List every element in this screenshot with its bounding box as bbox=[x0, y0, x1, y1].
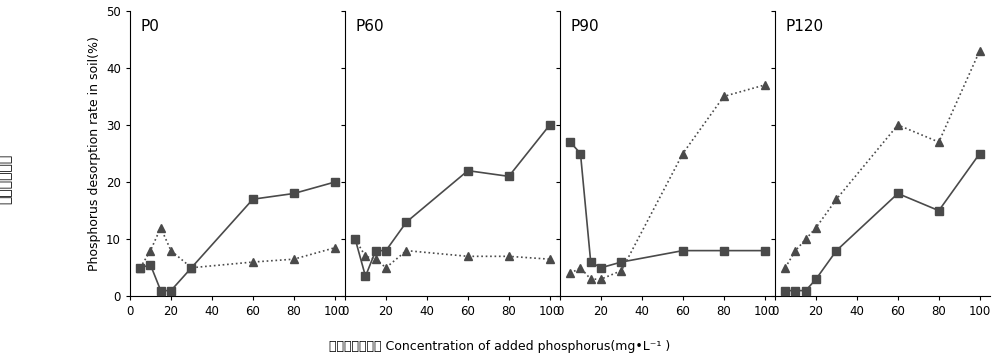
Text: P90: P90 bbox=[571, 19, 599, 34]
Text: P120: P120 bbox=[786, 19, 824, 34]
MM bbox=[810, 226, 822, 230]
IM bbox=[462, 169, 474, 173]
MM bbox=[677, 151, 689, 156]
IM bbox=[564, 140, 576, 144]
IM bbox=[359, 274, 371, 278]
IM bbox=[974, 151, 986, 156]
IM bbox=[779, 288, 791, 293]
MM bbox=[288, 257, 300, 261]
IM bbox=[585, 260, 597, 264]
IM bbox=[595, 266, 607, 270]
MM bbox=[892, 123, 904, 127]
Line: MM: MM bbox=[136, 223, 339, 272]
MM bbox=[779, 266, 791, 270]
Line: MM: MM bbox=[351, 235, 554, 272]
MM bbox=[564, 271, 576, 276]
Line: IM: IM bbox=[781, 149, 984, 295]
MM bbox=[503, 254, 515, 258]
IM bbox=[615, 260, 627, 264]
IM bbox=[789, 288, 801, 293]
Text: P60: P60 bbox=[356, 19, 384, 34]
MM bbox=[585, 277, 597, 281]
IM bbox=[185, 266, 197, 270]
MM bbox=[974, 49, 986, 53]
MM bbox=[329, 246, 341, 250]
MM bbox=[185, 266, 197, 270]
MM bbox=[759, 83, 771, 87]
MM bbox=[615, 268, 627, 273]
MM bbox=[144, 248, 156, 253]
IM bbox=[718, 248, 730, 253]
Y-axis label: Phosphorus desorption rate in soil(%): Phosphorus desorption rate in soil(%) bbox=[88, 36, 101, 271]
MM bbox=[718, 94, 730, 99]
MM bbox=[830, 197, 842, 201]
MM bbox=[155, 226, 167, 230]
IM bbox=[677, 248, 689, 253]
MM bbox=[574, 266, 586, 270]
MM bbox=[349, 237, 361, 241]
IM bbox=[380, 248, 392, 253]
IM bbox=[288, 191, 300, 196]
IM bbox=[933, 208, 945, 213]
IM bbox=[329, 180, 341, 184]
MM bbox=[789, 248, 801, 253]
MM bbox=[544, 257, 556, 261]
MM bbox=[359, 254, 371, 258]
Text: P0: P0 bbox=[141, 19, 160, 34]
Text: 加入磷质量浓度 Concentration of added phosphorus(mg•L⁻¹ ): 加入磷质量浓度 Concentration of added phosphoru… bbox=[329, 341, 671, 353]
IM bbox=[155, 288, 167, 293]
IM bbox=[574, 151, 586, 156]
Line: MM: MM bbox=[781, 46, 984, 272]
Legend: MM, IM: MM, IM bbox=[504, 17, 564, 52]
IM bbox=[830, 248, 842, 253]
IM bbox=[247, 197, 259, 201]
MM bbox=[134, 266, 146, 270]
MM bbox=[380, 266, 392, 270]
IM bbox=[370, 248, 382, 253]
MM bbox=[595, 277, 607, 281]
IM bbox=[349, 237, 361, 241]
IM bbox=[165, 288, 177, 293]
IM bbox=[800, 288, 812, 293]
MM bbox=[400, 248, 412, 253]
Text: 土壤磷吸吸率: 土壤磷吸吸率 bbox=[0, 154, 12, 203]
MM bbox=[370, 257, 382, 261]
IM bbox=[134, 266, 146, 270]
IM bbox=[503, 174, 515, 178]
MM bbox=[462, 254, 474, 258]
IM bbox=[759, 248, 771, 253]
Line: IM: IM bbox=[566, 138, 769, 272]
Line: IM: IM bbox=[136, 178, 339, 295]
MM bbox=[933, 140, 945, 144]
IM bbox=[544, 123, 556, 127]
MM bbox=[247, 260, 259, 264]
MM bbox=[165, 248, 177, 253]
IM bbox=[144, 263, 156, 267]
Line: IM: IM bbox=[351, 121, 554, 281]
IM bbox=[892, 191, 904, 196]
IM bbox=[810, 277, 822, 281]
Line: MM: MM bbox=[566, 81, 769, 283]
IM bbox=[400, 220, 412, 224]
MM bbox=[800, 237, 812, 241]
